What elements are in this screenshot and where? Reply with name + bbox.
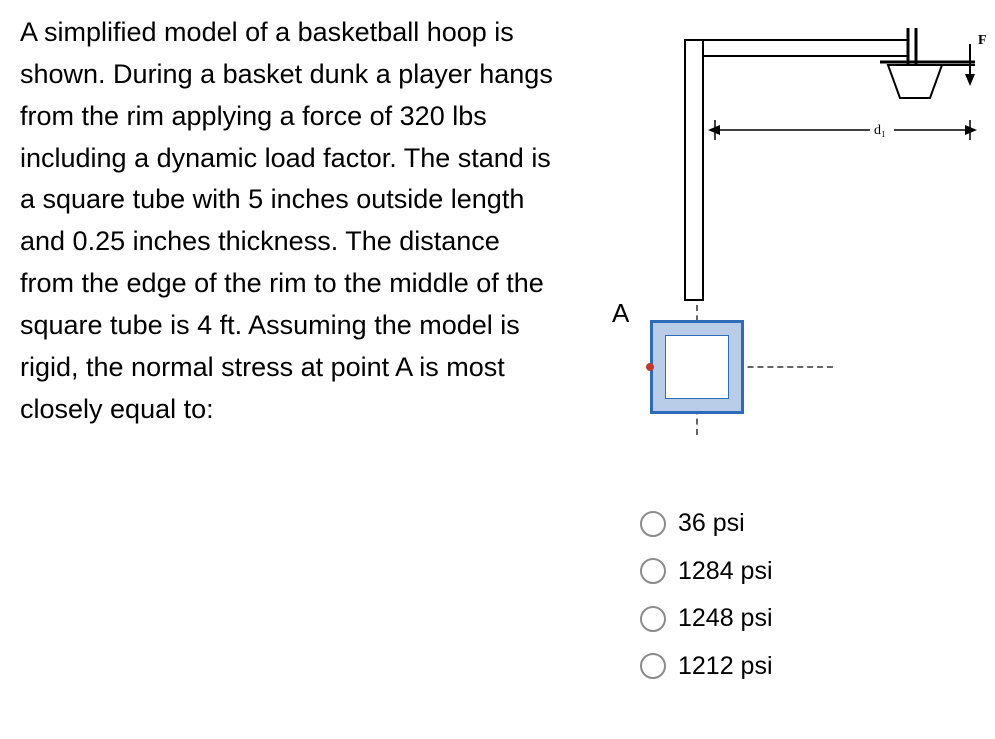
radio-icon xyxy=(640,606,666,632)
option-1-label: 36 psi xyxy=(678,500,745,548)
question-text: A simplified model of a basketball hoop … xyxy=(20,12,560,430)
option-2-label: 1284 psi xyxy=(678,548,773,596)
radio-icon xyxy=(640,653,666,679)
page-root: A simplified model of a basketball hoop … xyxy=(0,0,995,739)
radio-icon xyxy=(640,558,666,584)
option-2[interactable]: 1284 psi xyxy=(640,548,773,596)
force-label-text: F xyxy=(978,33,987,48)
option-3[interactable]: 1248 psi xyxy=(640,595,773,643)
option-3-label: 1248 psi xyxy=(678,595,773,643)
option-4[interactable]: 1212 psi xyxy=(640,643,773,691)
diagram-area: F d₁ A xyxy=(590,20,990,440)
answer-options: 36 psi 1284 psi 1248 psi 1212 psi xyxy=(640,500,773,690)
section-inner-square xyxy=(665,335,729,399)
option-4-label: 1212 psi xyxy=(678,643,773,691)
dim-label-text: d₁ xyxy=(874,123,886,138)
dim-arrow-left xyxy=(708,125,720,135)
dim-arrow-right xyxy=(965,125,977,135)
radio-icon xyxy=(640,511,666,537)
hoop-net xyxy=(888,65,942,98)
stand-rect xyxy=(685,40,703,300)
arm-rect xyxy=(703,40,908,56)
point-a-dot xyxy=(646,363,654,371)
point-a-label: A xyxy=(612,298,629,329)
force-arrow-head xyxy=(965,74,975,86)
option-1[interactable]: 36 psi xyxy=(640,500,773,548)
hoop-diagram-svg: F d₁ xyxy=(590,20,990,340)
cross-section: A xyxy=(650,320,744,414)
